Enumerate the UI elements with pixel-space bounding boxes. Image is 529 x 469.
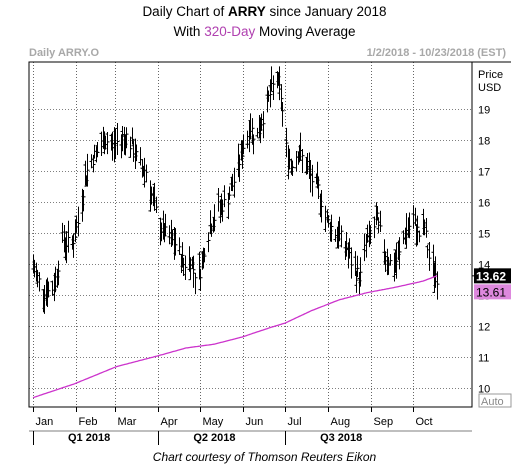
y-tick-label: 12 <box>478 322 490 334</box>
chart-title-ticker: ARRY <box>227 4 266 19</box>
chart-title: Daily Chart of ARRY since January 2018 <box>142 4 387 19</box>
y-axis-title: Price <box>478 69 503 81</box>
last-price-label: 13.62 <box>476 269 506 283</box>
y-tick-label: 15 <box>478 229 490 241</box>
y-tick-label: 19 <box>478 105 490 117</box>
y-tick-label: 11 <box>478 353 489 365</box>
axis-mode-box <box>478 393 512 408</box>
x-tick-label: May <box>203 416 224 428</box>
x-tick-label: Feb <box>79 416 98 428</box>
chart-footer: Chart courtesy of Thomson Reuters Eikon <box>152 450 377 464</box>
x-tick-label: Oct <box>416 416 433 428</box>
axis-mode-label: Auto <box>481 396 504 408</box>
x-quarter-label: Q1 2018 <box>68 432 110 444</box>
price-bars <box>31 66 440 314</box>
x-tick-label: Jun <box>246 416 264 428</box>
y-tick-label: 17 <box>478 167 490 179</box>
y-tick-label: 16 <box>478 198 490 210</box>
chart-symbol-label: Daily ARRY.O <box>29 47 100 59</box>
chart-subtitle-ma: 320-Day <box>204 24 256 39</box>
x-quarter-label: Q3 2018 <box>320 432 362 444</box>
x-tick-label: Apr <box>161 416 178 428</box>
y-tick-label: 10 <box>478 384 490 396</box>
x-tick-label: Jan <box>36 416 54 428</box>
moving-average-line <box>32 275 438 399</box>
x-tick-label: Mar <box>118 416 137 428</box>
x-tick-label: Sep <box>374 416 394 428</box>
chart-date-range: 1/2/2018 - 10/23/2018 (EST) <box>366 47 506 59</box>
x-tick-label: Aug <box>331 416 351 428</box>
y-tick-label: 18 <box>478 136 490 148</box>
y-axis-title: USD <box>478 82 501 94</box>
x-quarter-label: Q2 2018 <box>193 432 235 444</box>
last-ma-label: 13.61 <box>476 285 506 299</box>
chart-subtitle: With 320-Day Moving Average <box>173 24 356 39</box>
last-ma-badge <box>474 284 511 300</box>
x-tick-label: Jul <box>288 416 302 428</box>
last-price-badge <box>474 268 511 284</box>
